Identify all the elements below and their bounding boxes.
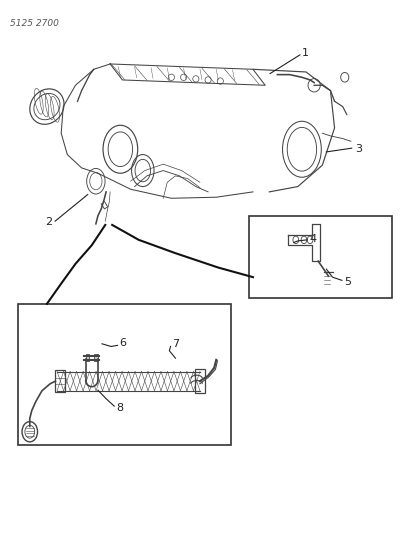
Bar [86, 354, 89, 361]
Text: 6: 6 [119, 338, 126, 348]
Bar [195, 369, 205, 393]
Text: 8: 8 [116, 403, 123, 413]
Text: 5: 5 [344, 278, 351, 287]
Text: 4: 4 [309, 234, 316, 244]
Text: 7: 7 [172, 340, 179, 349]
Bar [249, 216, 392, 298]
Text: 2: 2 [45, 217, 52, 227]
Bar [94, 354, 98, 361]
Text: 3: 3 [355, 144, 362, 154]
Bar [55, 370, 65, 392]
Text: 1: 1 [302, 49, 309, 58]
Text: 5125 2700: 5125 2700 [10, 19, 59, 28]
Bar [18, 304, 231, 445]
